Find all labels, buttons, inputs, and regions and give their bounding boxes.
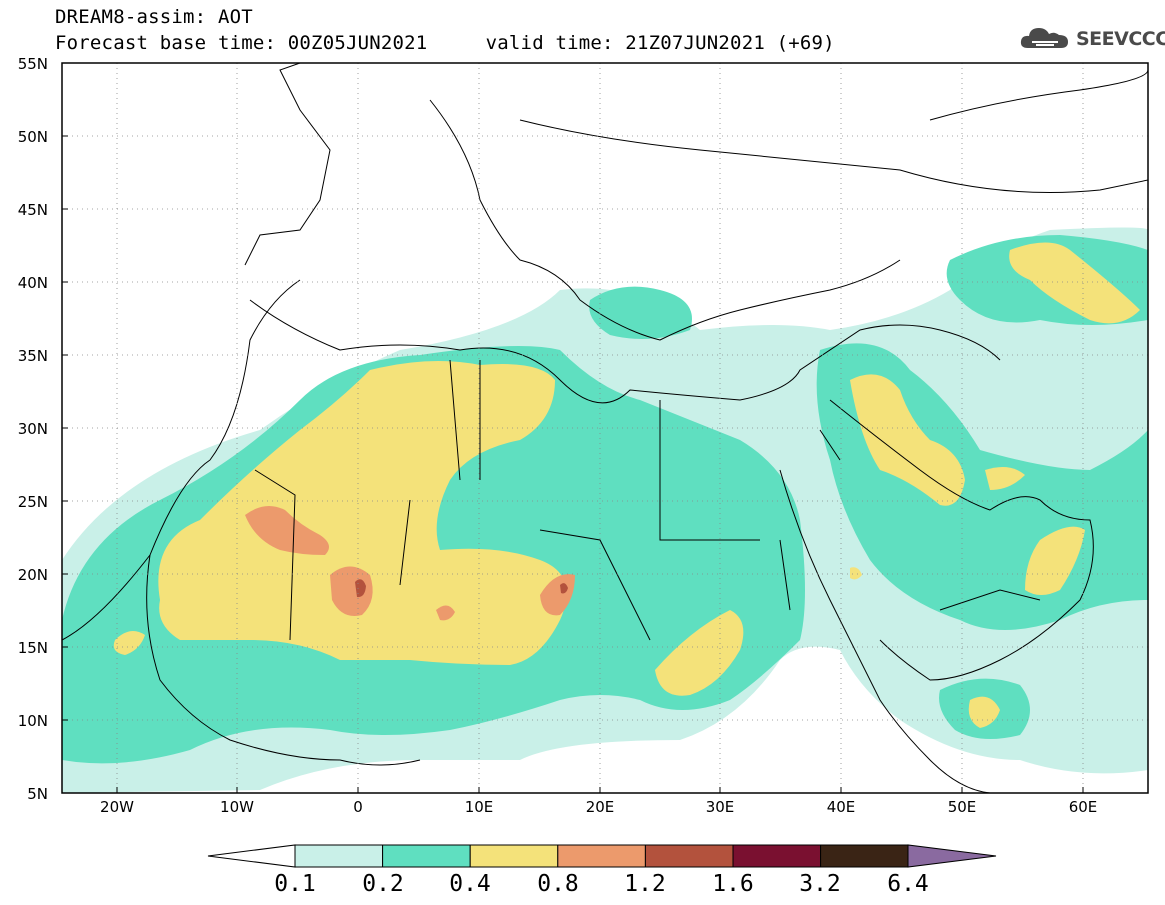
latitude-labels: 55N 50N 45N 40N 35N 30N 25N 20N 15N 10N …	[18, 55, 48, 803]
lat-label: 25N	[18, 493, 48, 511]
lon-label: 20E	[586, 798, 615, 816]
lat-label: 30N	[18, 420, 48, 438]
aot-level-0.4	[113, 242, 1140, 728]
colorbar-above-triangle	[907, 844, 997, 868]
seevccc-logo: SEEVCCC	[1018, 22, 1165, 54]
lon-label: 40E	[827, 798, 856, 816]
cloud-logo-icon	[1020, 28, 1068, 48]
colorbar-label: 6.4	[887, 871, 929, 897]
lat-label: 15N	[18, 639, 48, 657]
colorbar-label: 1.2	[624, 871, 666, 897]
colorbar-label: 0.2	[362, 871, 404, 897]
lon-label: 10W	[220, 798, 254, 816]
longitude-labels: 20W 10W 0 10E 20E 30E 40E 50E 60E	[100, 798, 1097, 816]
colorbar-cell	[644, 844, 734, 868]
lat-label: 50N	[18, 128, 48, 146]
colorbar-label: 0.8	[537, 871, 579, 897]
lat-label: 5N	[27, 785, 48, 803]
lon-label: 10E	[465, 798, 494, 816]
lat-label: 45N	[18, 201, 48, 219]
colorbar-label: 1.6	[712, 871, 754, 897]
colorbar-below-triangle	[207, 844, 296, 868]
lat-label: 35N	[18, 347, 48, 365]
lon-label: 20W	[100, 798, 134, 816]
tick-marks	[62, 62, 1084, 794]
colorbar	[207, 844, 997, 868]
colorbar-label: 0.4	[449, 871, 491, 897]
lat-label: 20N	[18, 566, 48, 584]
colorbar-cell	[732, 844, 822, 868]
aot-level-0.8	[245, 506, 575, 621]
colorbar-label: 3.2	[799, 871, 841, 897]
graticule	[62, 63, 1148, 793]
map-title: DREAM8-assim: AOT	[55, 6, 253, 28]
lon-label: 60E	[1069, 798, 1098, 816]
lat-label: 40N	[18, 274, 48, 292]
coastlines	[62, 63, 1148, 793]
colorbar-cell	[820, 844, 909, 868]
lon-label: 0	[353, 798, 363, 816]
colorbar-cell	[557, 844, 646, 868]
colorbar-label: 0.1	[274, 871, 316, 897]
lat-label: 10N	[18, 712, 48, 730]
lon-label: 30E	[706, 798, 735, 816]
aot-field	[62, 227, 1148, 793]
lat-label: 55N	[18, 55, 48, 73]
colorbar-cell	[382, 844, 471, 868]
logo-text: SEEVCCC	[1076, 28, 1165, 50]
lon-label: 50E	[948, 798, 977, 816]
colorbar-cell	[469, 844, 559, 868]
forecast-time-line: Forecast base time: 00Z05JUN2021 valid t…	[55, 32, 835, 54]
colorbar-cell	[294, 844, 384, 868]
